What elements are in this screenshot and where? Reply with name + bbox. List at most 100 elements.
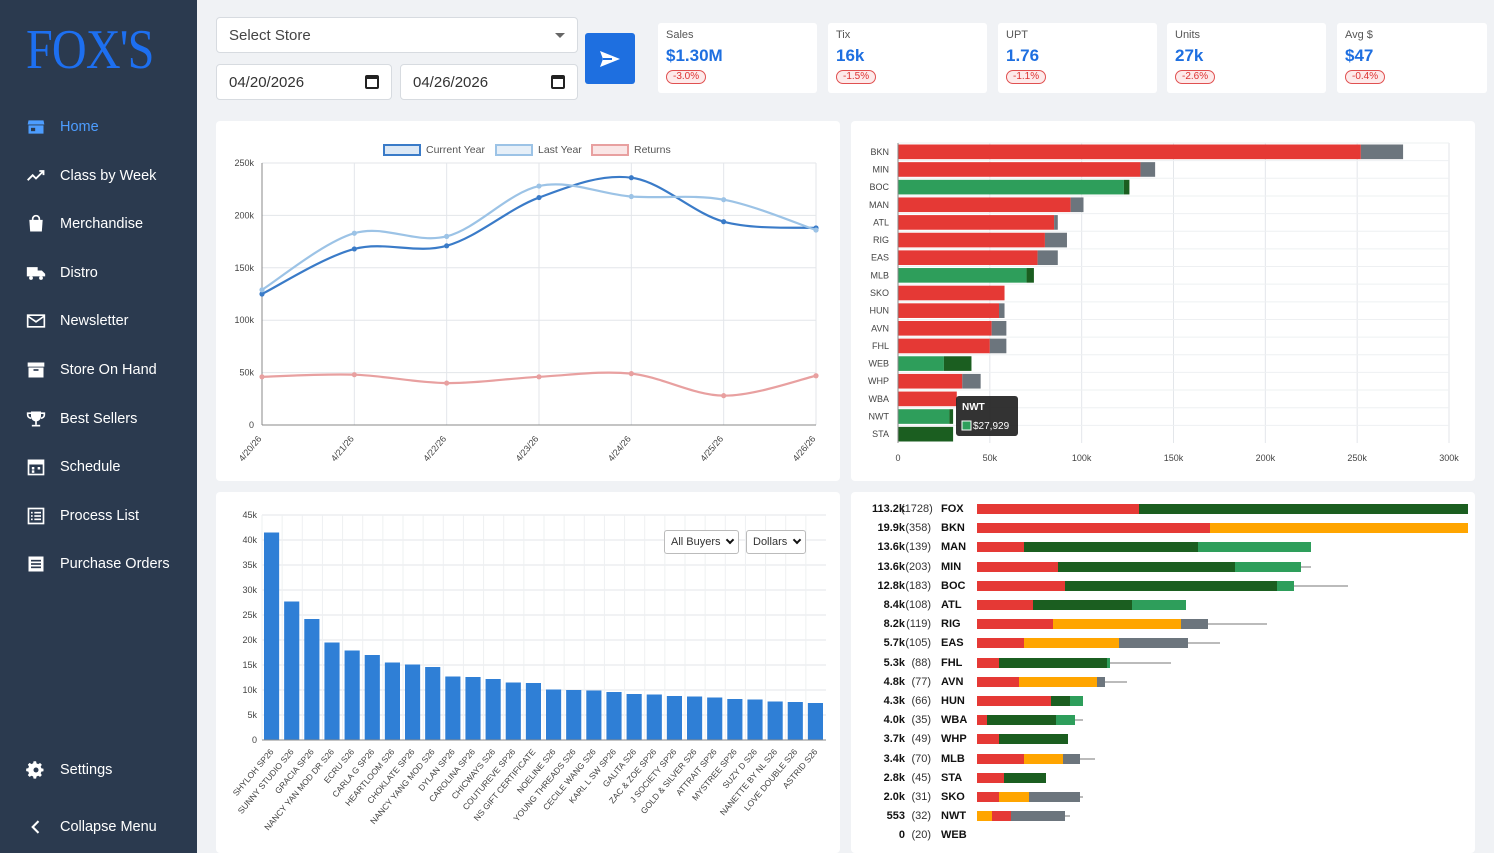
- row-store: MLB: [941, 752, 965, 765]
- bar-sta: [898, 426, 954, 442]
- bar: [807, 703, 823, 740]
- calendar-icon: [26, 457, 46, 477]
- bar-segment: [1119, 638, 1189, 649]
- row-value: 13.6k: [877, 560, 905, 573]
- bar-segment-hun: [999, 303, 1005, 318]
- sidebar-item-purchase-orders[interactable]: Purchase Orders: [0, 544, 197, 584]
- bar-segment-man: [1070, 197, 1084, 213]
- row-count: (203): [905, 560, 931, 573]
- collapse-menu-button[interactable]: Collapse Menu: [0, 807, 197, 847]
- bar-segment: [977, 696, 1051, 706]
- bar-segment-rig: [1044, 232, 1067, 248]
- tooltip-title: NWT: [962, 402, 985, 413]
- row-value: 4.8k: [883, 675, 905, 688]
- bar-segment: [1234, 561, 1302, 572]
- sidebar-item-best-sellers[interactable]: Best Sellers: [0, 399, 197, 439]
- data-point-last-year: [721, 197, 727, 203]
- sidebar-item-newsletter[interactable]: Newsletter: [0, 301, 197, 341]
- bar-hun: [898, 303, 1000, 318]
- row-count: (88): [911, 656, 931, 669]
- bar-tail: [1075, 719, 1083, 722]
- row-count: (70): [911, 752, 931, 765]
- bar: [505, 682, 521, 740]
- bar-segment: [1053, 619, 1181, 630]
- bar-tail: [1080, 796, 1083, 798]
- kpi-card-upt: UPT 1.76 -1.1%: [998, 23, 1157, 93]
- table-row: 4.3k (66) HUN: [851, 693, 1475, 709]
- bar-segment-bkn: [1360, 144, 1404, 160]
- bar-segment: [1107, 657, 1110, 668]
- row-store: SKO: [941, 791, 965, 803]
- table-row: 8.4k (108) ATL: [851, 597, 1475, 613]
- vendor-sales-panel: 0 5k 10k 15k 20k 25k 30k 35k 40k 45k SHYLOH SP26 SU…: [216, 492, 840, 853]
- sidebar-item-schedule[interactable]: Schedule: [0, 447, 197, 487]
- bar-segment: [977, 542, 1024, 553]
- sidebar-item-class-by-week[interactable]: Class by Week: [0, 156, 197, 196]
- sales-trend-chart: 0 50k 100k 150k 200k 250k 4/20/26 4/21/26 4/22/2…: [234, 144, 819, 463]
- y-tick-label: MLB: [870, 270, 889, 280]
- settings-button[interactable]: Settings: [0, 750, 197, 790]
- calendar-icon[interactable]: [365, 75, 379, 89]
- submit-button[interactable]: [585, 33, 635, 84]
- table-row: 2.8k (45) STA: [851, 770, 1475, 786]
- data-point-current-year: [444, 243, 450, 249]
- x-tick-label: 50k: [983, 453, 998, 463]
- sidebar-item-store-on-hand[interactable]: Store On Hand: [0, 350, 197, 390]
- data-point-current-year: [721, 219, 727, 225]
- bar-segment: [977, 523, 1211, 534]
- table-row: 12.8k (183) BOC: [851, 578, 1475, 594]
- data-point-last-year: [628, 193, 634, 200]
- sidebar-item-home[interactable]: Home: [0, 107, 197, 147]
- end-date-value: 04/26/2026: [413, 73, 489, 91]
- bar-segment-atl: [1054, 215, 1058, 230]
- y-tick-label: 250k: [234, 158, 254, 168]
- bar-segment-eas: [1037, 250, 1058, 266]
- data-point-current-year: [259, 291, 265, 297]
- bar-segment: [977, 676, 1019, 687]
- sidebar-item-merchandise[interactable]: Merchandise: [0, 204, 197, 244]
- sidebar-item-process-list[interactable]: Process List: [0, 496, 197, 536]
- buyer-select-value: All Buyers: [671, 536, 721, 548]
- metric-select[interactable]: Dollars: [746, 530, 806, 554]
- y-tick-label: 0: [252, 735, 257, 745]
- calendar-icon[interactable]: [551, 75, 565, 89]
- table-row: 113.2k (1728) FOX: [851, 501, 1475, 517]
- kpi-value: 16k: [836, 46, 865, 65]
- bar-segment: [1180, 619, 1208, 630]
- store-select[interactable]: Select Store: [216, 17, 578, 53]
- y-tick-label: MIN: [873, 164, 890, 174]
- bar: [525, 683, 541, 740]
- send-icon: [600, 50, 620, 67]
- bar-atl: [898, 215, 1055, 230]
- row-value: 5.7k: [883, 637, 905, 650]
- x-tick-label: 4/21/26: [329, 434, 356, 463]
- data-point-returns: [259, 374, 265, 380]
- bar: [384, 662, 400, 740]
- bar: [425, 667, 441, 740]
- table-row: 4.0k (35) WBA: [851, 712, 1475, 728]
- data-point-last-year: [259, 287, 265, 293]
- row-count: (66): [911, 695, 931, 707]
- sidebar-item-label: Process List: [60, 508, 139, 524]
- bar-tail: [1080, 757, 1095, 760]
- kpi-card-units: Units 27k -2.6%: [1167, 23, 1326, 93]
- row-count: (49): [911, 733, 931, 746]
- bar-tail: [1207, 623, 1267, 626]
- bar-segment: [977, 638, 1024, 649]
- data-point-returns: [721, 393, 727, 399]
- start-date-input[interactable]: 04/20/2026: [216, 64, 392, 100]
- bar-mlb: [898, 268, 1027, 283]
- end-date-input[interactable]: 04/26/2026: [400, 64, 578, 100]
- y-tick-label: 100k: [234, 315, 254, 325]
- sidebar-item-distro[interactable]: Distro: [0, 253, 197, 293]
- tooltip-swatch: [961, 420, 972, 431]
- chevron-left-icon: [26, 817, 46, 837]
- bar-segment-min: [1140, 162, 1156, 177]
- bar: [747, 699, 763, 740]
- tooltip-value: $27,929: [973, 421, 1010, 432]
- y-tick-label: WEB: [868, 359, 889, 369]
- row-store: FHL: [941, 656, 963, 669]
- buyer-select[interactable]: All Buyers: [664, 530, 739, 554]
- legend-swatch: [591, 144, 629, 156]
